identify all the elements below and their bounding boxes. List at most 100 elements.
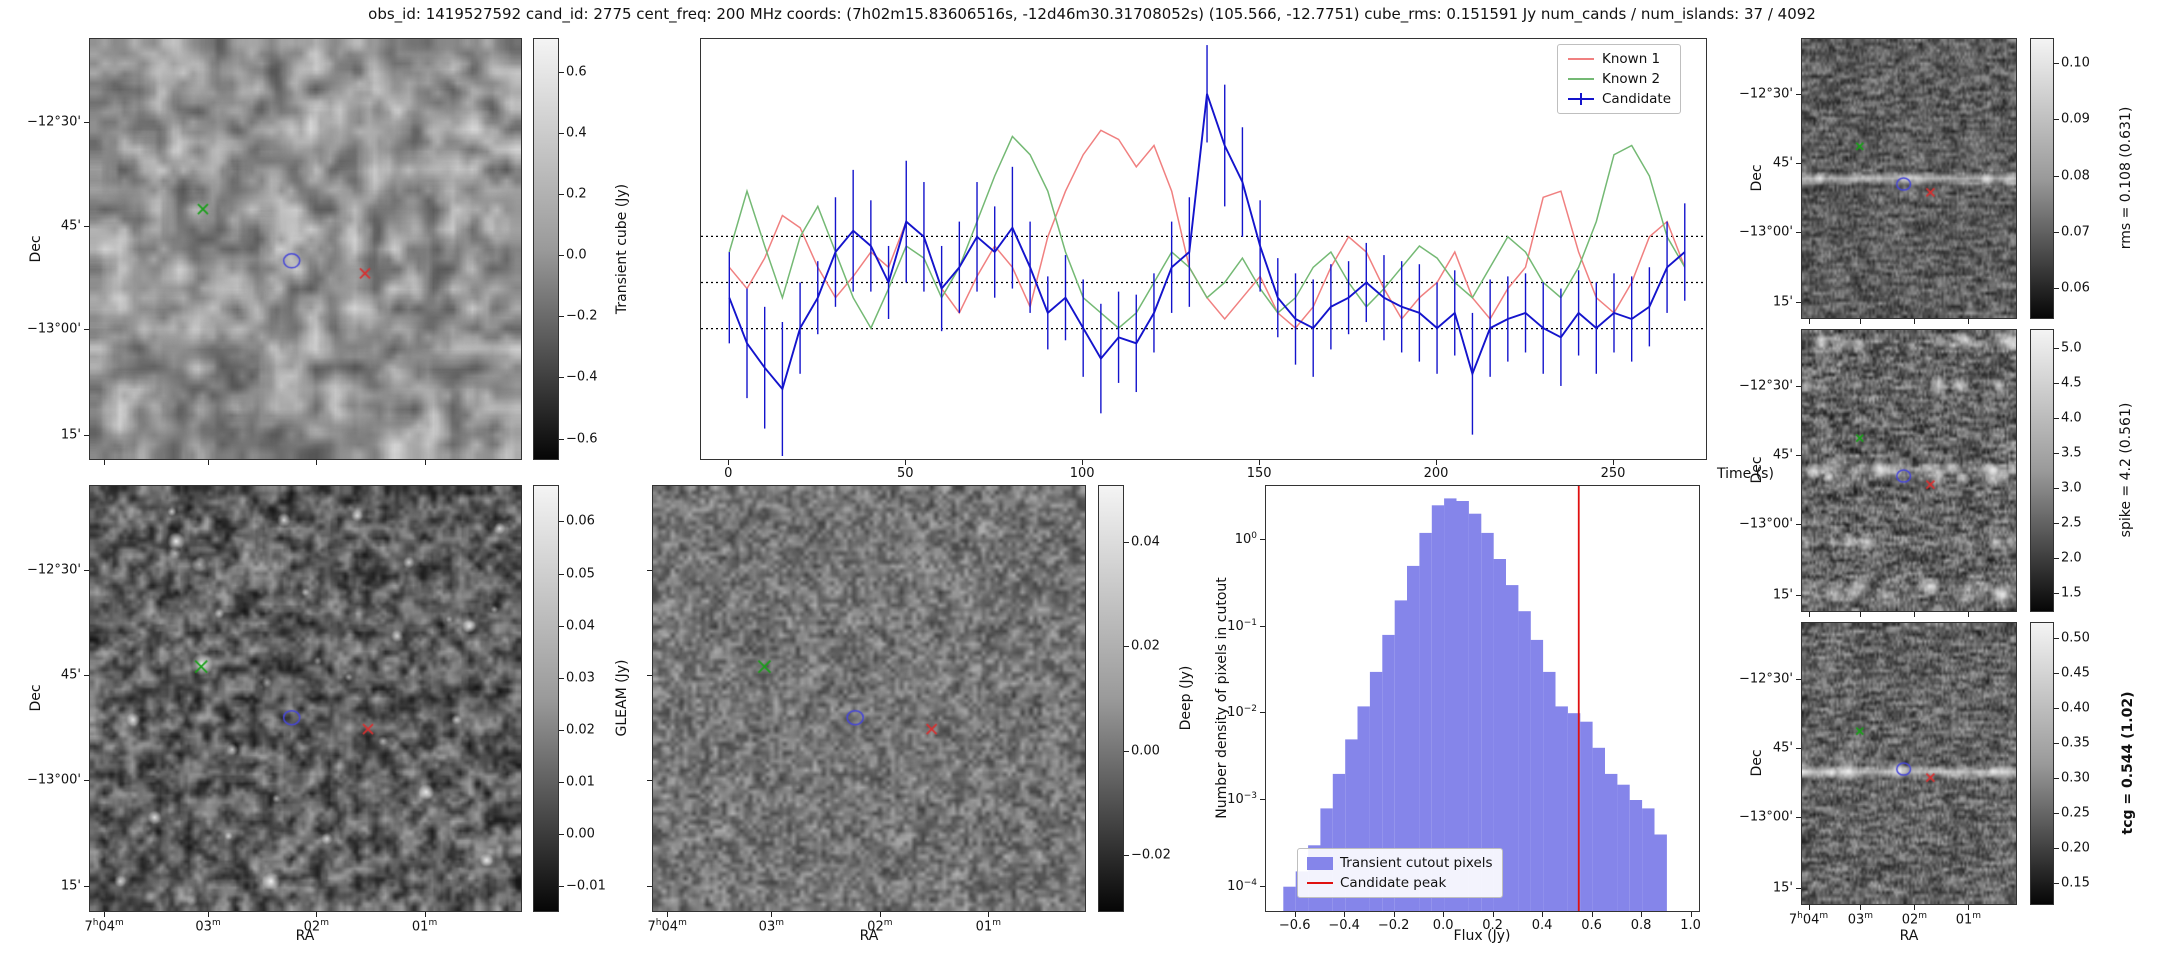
colorbar-tick-label: 0.2 [566,186,587,202]
tick-mark [647,570,652,572]
dec-tick-label: 15' [1772,587,1793,603]
tick-mark [559,193,564,195]
colorbar-tick-label: 3.0 [2061,480,2082,496]
deep-panel [652,485,1086,912]
ra-tick-label: 7h04m [1788,911,1829,928]
legend-line-swatch [1568,58,1594,60]
tick-mark [104,912,106,917]
tick-mark [559,377,564,379]
tick-mark [1968,905,1970,910]
dec-tick-label: −13°00' [1738,224,1793,240]
colorbar-tick-label: −0.4 [566,369,598,385]
tick-mark [2054,523,2059,525]
tick-mark [1860,319,1862,324]
rms-image [1802,39,2016,318]
tick-mark [2054,119,2059,121]
time-tick-label: 0 [724,466,733,481]
tick-mark [84,434,89,436]
ra-axis-label: RA [1899,928,1919,944]
dec-tick-label: 15' [1772,294,1793,310]
density-tick-label: 10−3 [1227,790,1257,808]
tick-mark [2054,452,2059,454]
colorbar-tick-label: 0.4 [566,125,587,141]
tick-mark [84,329,89,331]
tick-mark [424,460,426,465]
ra-tick-label: 7h04m [84,918,124,935]
tick-mark [2054,812,2059,814]
tick-mark [905,460,907,465]
tick-mark [2054,488,2059,489]
tick-mark [647,886,652,888]
tick-mark [2054,347,2059,349]
tick-mark [2054,382,2059,384]
tick-mark [559,625,564,627]
tick-mark [1259,460,1261,465]
tick-mark [1808,319,1810,324]
time-tick-label: 250 [1600,466,1626,481]
tick-mark [1796,888,1801,890]
colorbar-tick-label: 0.00 [566,826,595,842]
tick-mark [879,912,881,917]
tick-mark [1690,912,1692,917]
tick-mark [1641,912,1643,917]
tick-mark [559,132,564,134]
tick-mark [559,438,564,440]
tick-mark [2054,707,2059,709]
deep-colorbar-label: Deep (Jy) [1178,665,1194,731]
tick-mark [559,521,564,523]
flux-tick-label: 0.6 [1581,918,1602,933]
tick-mark [2054,673,2059,674]
tick-mark [1796,747,1801,749]
tick-mark [1808,905,1810,910]
transient-cube-image [90,39,521,459]
tcg-colorbar-label: tcg = 0.544 (1.02) [2120,691,2136,835]
tick-mark [1393,912,1395,917]
tick-mark [988,912,990,917]
tick-mark [559,885,564,887]
dec-axis-label: Dec [1749,749,1765,777]
ra-axis-label: RA [295,928,315,944]
transient-cube-colorbar-label: Transient cube (Jy) [614,183,630,315]
time-tick-label: 100 [1069,466,1095,481]
colorbar-tick-label: 0.25 [2061,805,2090,821]
colorbar-tick-label: 0.08 [2061,168,2090,184]
legend-entry: Candidate [1567,89,1671,109]
tick-mark [208,912,210,917]
tick-mark [559,71,564,73]
flux-tick-label: −0.6 [1278,918,1311,933]
colorbar-tick-label: 4.5 [2061,375,2082,391]
colorbar-tick-label: 2.5 [2061,515,2082,531]
gleam-image [90,486,521,911]
dec-tick-label: 45' [60,667,81,683]
dec-tick-label: −12°30' [26,562,81,578]
legend-label: Transient cutout pixels [1340,855,1493,871]
legend-line-swatch [1307,882,1333,884]
colorbar-tick-label: 0.03 [566,670,595,686]
tick-mark [559,573,564,575]
tick-mark [1124,854,1129,856]
tick-mark [1124,542,1129,544]
tick-mark [84,886,89,888]
flux-tick-label: 0.2 [1482,918,1503,933]
tick-mark [84,122,89,124]
colorbar-tick-label: 0.6 [566,64,587,80]
colorbar-tick-label: 0.10 [2061,55,2090,71]
colorbar-tick-label: 0.50 [2061,630,2090,646]
tick-mark [1591,912,1593,917]
legend-label: Known 1 [1602,51,1661,67]
tcg-colorbar [2030,622,2054,905]
density-tick-label: 10−2 [1227,704,1257,721]
rms-colorbar-label: rms = 0.108 (0.631) [2118,106,2134,250]
ra-axis-label: RA [859,928,879,944]
deep-image [653,486,1085,911]
tick-mark [2054,175,2059,177]
dec-tick-label: 15' [60,878,81,894]
tick-mark [2054,593,2059,595]
tcg-image [1802,623,2016,904]
dec-tick-label: 45' [1772,155,1793,171]
deep-colorbar [1098,485,1124,912]
tick-mark [1260,538,1265,540]
tick-mark [1808,612,1810,617]
colorbar-tick-label: 0.09 [2061,111,2090,127]
